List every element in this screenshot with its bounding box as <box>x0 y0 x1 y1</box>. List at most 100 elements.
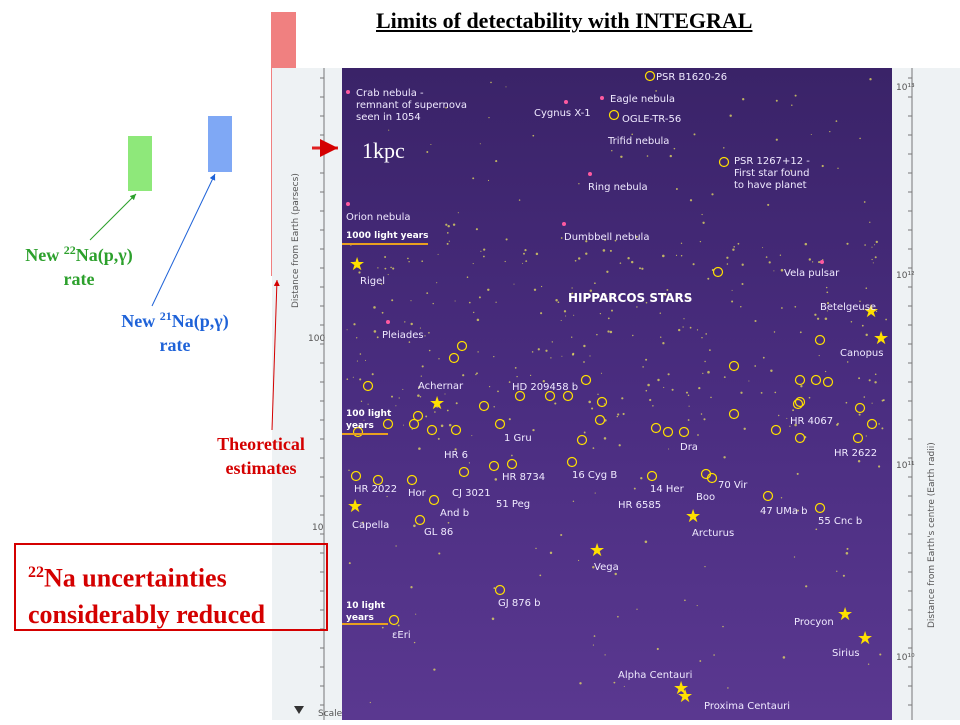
star-dot <box>613 681 616 684</box>
planet-host-star-icon <box>646 470 658 482</box>
object-label: Orion nebula <box>346 212 410 223</box>
star-dot <box>513 283 515 285</box>
star-dot <box>454 300 456 302</box>
star-dot <box>871 246 873 248</box>
planet-host-star-icon <box>350 470 362 482</box>
object-label: GL 86 <box>424 527 453 538</box>
star-dot <box>420 375 422 377</box>
star-dot <box>874 244 876 246</box>
star-dot <box>636 306 638 308</box>
star-dot <box>452 223 456 226</box>
nebula-dot-icon <box>588 172 592 176</box>
star-dot <box>762 356 765 359</box>
star-dot <box>350 244 352 247</box>
planet-host-star-icon <box>494 418 506 430</box>
star-dot <box>837 167 839 169</box>
star-dot <box>645 389 648 392</box>
marker-100ly-2: years <box>346 421 374 431</box>
star-dot <box>424 335 426 337</box>
star-dot <box>555 299 558 302</box>
star-dot <box>879 653 882 656</box>
star-dot <box>794 94 797 97</box>
star-dot <box>497 390 499 393</box>
star-dot <box>824 370 827 373</box>
star-dot <box>875 240 878 244</box>
star-dot <box>444 393 446 395</box>
star-dot <box>863 201 866 203</box>
star-dot <box>578 559 580 562</box>
planet-host-star-icon <box>678 426 690 438</box>
star-dot <box>574 259 577 262</box>
star-distance-map: ★ ★ ★ ★ ★ ★ ★ ★ ★ ★ ★ Distance from Earth (parsecs… <box>272 68 960 720</box>
star-dot <box>403 424 404 426</box>
star-dot <box>579 682 582 685</box>
star-dot <box>614 572 617 576</box>
star-dot <box>428 331 430 334</box>
star-dot <box>535 252 539 256</box>
star-dot <box>697 434 699 436</box>
star-dot <box>395 545 397 547</box>
star-dot <box>438 358 440 360</box>
star-dot <box>664 293 667 297</box>
star-dot <box>845 552 849 555</box>
star-dot <box>607 330 610 333</box>
star-dot <box>826 286 828 289</box>
star-dot <box>768 261 771 264</box>
blue-arrow <box>151 173 216 307</box>
planet-host-star-icon <box>814 334 826 346</box>
star-dot <box>419 396 422 398</box>
star-dot <box>857 459 861 463</box>
object-label: 47 UMa b <box>760 506 808 517</box>
marker-10ly-2: years <box>346 613 374 623</box>
object-label: Ring nebula <box>588 182 648 193</box>
planet-host-star-icon <box>382 418 394 430</box>
star-dot <box>417 394 420 397</box>
star-dot <box>743 427 746 430</box>
star-dot <box>688 405 690 407</box>
star-dot <box>704 360 706 363</box>
star-dot <box>850 321 853 323</box>
star-dot <box>408 260 410 263</box>
star-dot <box>649 398 652 402</box>
star-dot <box>583 361 585 363</box>
star-dot <box>395 405 397 407</box>
bright-star-icon: ★ <box>857 628 873 649</box>
hipparcos-title: HIPPARCOS STARS <box>568 291 692 305</box>
object-label: Dra <box>680 442 698 453</box>
nebula-dot-icon <box>346 202 350 206</box>
object-label: Procyon <box>794 617 834 628</box>
star-dot <box>525 260 528 262</box>
star-dot <box>699 240 702 243</box>
star-dot <box>740 306 742 308</box>
star-dot <box>537 348 540 351</box>
star-dot <box>731 300 734 303</box>
planet-host-star-icon <box>762 490 774 502</box>
star-dot <box>618 444 621 447</box>
star-dot <box>680 242 683 244</box>
star-dot <box>571 287 573 289</box>
star-dot <box>826 310 828 312</box>
star-dot <box>505 238 508 241</box>
star-dot <box>508 381 511 383</box>
star-dot <box>773 331 776 333</box>
object-label: Vela pulsar <box>784 268 840 279</box>
star-dot <box>662 254 665 258</box>
star-dot <box>436 282 438 284</box>
star-dot <box>604 294 607 297</box>
planet-host-star-icon <box>450 424 462 436</box>
star-dot <box>700 413 703 415</box>
star-dot <box>666 288 669 291</box>
star-dot <box>402 388 404 390</box>
star-dot <box>741 283 744 285</box>
star-dot <box>597 393 599 395</box>
object-label: Canopus <box>840 348 883 359</box>
star-dot <box>846 242 849 245</box>
star-dot <box>869 78 872 81</box>
star-dot <box>689 326 692 329</box>
star-dot <box>410 322 413 326</box>
star-dot <box>723 456 726 459</box>
bright-star-icon: ★ <box>873 328 889 349</box>
star-dot <box>693 133 696 136</box>
star-dot <box>413 524 416 528</box>
star-dot <box>874 373 877 376</box>
